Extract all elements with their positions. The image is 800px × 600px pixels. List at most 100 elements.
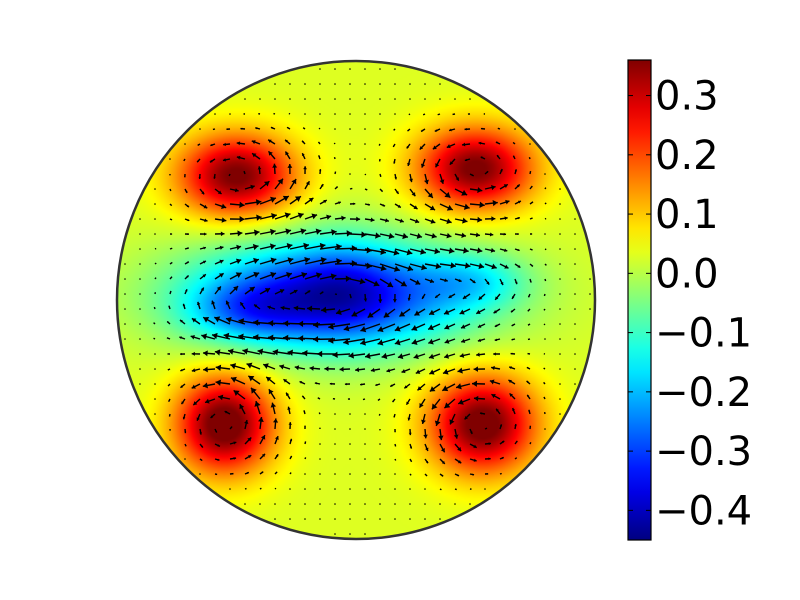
quiver-arrow — [364, 428, 366, 430]
quiver-arrow — [378, 413, 381, 416]
quiver-arrow — [334, 245, 358, 252]
quiver-arrow — [424, 518, 426, 520]
quiver-arrow — [244, 184, 255, 190]
quiver-arrow — [259, 257, 277, 265]
quiver-arrow — [364, 83, 366, 85]
quiver-arrow — [401, 368, 411, 374]
quiver-arrow — [319, 518, 321, 520]
quiver-arrow — [262, 363, 276, 370]
quiver-arrow — [222, 158, 231, 162]
quiver-arrow — [424, 443, 429, 452]
quiver-arrow — [529, 201, 534, 205]
quiver-arrow — [529, 263, 534, 267]
quiver-arrow — [494, 338, 501, 342]
quiver-arrow — [364, 143, 366, 145]
quiver-arrow — [272, 349, 291, 356]
quiver-arrow — [259, 503, 261, 505]
quiver-arrow — [229, 426, 233, 430]
quiver-arrow — [339, 366, 351, 372]
quiver-arrow — [214, 188, 222, 195]
colorbar-tick-label: −0.2 — [655, 370, 752, 416]
quiver-arrow — [559, 203, 561, 205]
quiver-arrow — [484, 170, 489, 175]
quiver-arrow — [139, 338, 141, 340]
quiver-arrow — [377, 323, 396, 333]
quiver-arrow — [349, 503, 351, 505]
quiver-arrow — [574, 368, 576, 370]
quiver-arrow — [304, 242, 326, 250]
quiver-arrow — [367, 308, 381, 319]
quiver-arrow — [229, 272, 242, 280]
quiver-arrow — [190, 334, 201, 340]
quiver-arrow — [312, 321, 336, 329]
quiver-arrow — [484, 457, 491, 461]
quiver-arrow — [179, 336, 186, 340]
quiver-arrow — [259, 196, 277, 205]
quiver-arrow — [529, 170, 532, 175]
quiver-arrow — [574, 218, 576, 220]
quiver-arrow — [244, 437, 252, 445]
quiver-arrow — [214, 349, 231, 356]
quiver-arrow — [227, 348, 246, 355]
quiver-arrow — [259, 213, 277, 220]
quiver-arrow — [274, 453, 279, 460]
quiver-arrow — [167, 353, 171, 355]
quiver-arrow — [289, 242, 310, 250]
quiver-arrow — [394, 428, 396, 433]
quiver-arrow — [529, 143, 531, 145]
quiver-arrow — [559, 323, 561, 325]
quiver-arrow — [169, 218, 173, 221]
quiver-arrow — [289, 472, 292, 475]
quiver-arrow — [454, 503, 456, 505]
quiver-arrow — [267, 150, 276, 160]
quiver-arrow — [405, 398, 411, 406]
quiver-arrow — [394, 263, 414, 272]
quiver-arrow — [184, 203, 190, 208]
quiver-arrow — [334, 230, 352, 237]
quiver-arrow — [381, 352, 396, 360]
quiver-arrow — [364, 188, 368, 191]
quiver-arrow — [379, 518, 381, 520]
quiver-arrow — [349, 143, 351, 145]
quiver-arrow — [379, 263, 401, 272]
quiver-arrow — [169, 247, 173, 250]
quiver-arrow — [229, 285, 239, 295]
quiver-arrow — [499, 278, 504, 286]
quiver-arrow — [259, 180, 270, 190]
quiver-arrow — [379, 473, 381, 475]
quiver-arrow — [191, 317, 201, 325]
quiver-arrow — [499, 183, 509, 190]
quiver-arrow — [393, 128, 396, 131]
quiver-arrow — [574, 383, 576, 385]
quiver-arrow — [229, 456, 237, 460]
quiver-arrow — [394, 68, 396, 70]
quiver-arrow — [124, 338, 126, 340]
quiver-arrow — [319, 443, 321, 445]
quiver-arrow — [364, 158, 366, 160]
quiver-arrow — [303, 166, 307, 175]
heatmap-image — [117, 61, 595, 539]
quiver-arrow — [476, 352, 486, 357]
quiver-arrow — [409, 503, 411, 505]
quiver-arrow — [202, 382, 216, 389]
quiver-arrow — [166, 320, 171, 325]
colorbar-frame — [627, 59, 652, 541]
quiver-arrow — [243, 113, 246, 115]
quiver-arrow — [514, 248, 520, 252]
quiver-arrow — [183, 158, 186, 162]
quiver-arrow — [589, 278, 591, 280]
quiver-arrow — [454, 488, 457, 491]
quiver-arrow — [229, 215, 245, 223]
quiver-arrow — [168, 413, 171, 417]
quiver-arrow — [289, 178, 297, 190]
quiver-arrow — [364, 352, 381, 360]
quiver-arrow — [334, 186, 339, 190]
quiver-arrow — [319, 68, 321, 70]
quiver-arrow — [394, 338, 411, 346]
quiver-arrow — [214, 231, 225, 237]
quiver-arrow — [514, 184, 521, 190]
quiver-arrow — [379, 428, 381, 431]
quiver-arrow — [424, 473, 428, 477]
quiver-arrow — [355, 367, 366, 373]
heatmap-field — [117, 61, 595, 539]
